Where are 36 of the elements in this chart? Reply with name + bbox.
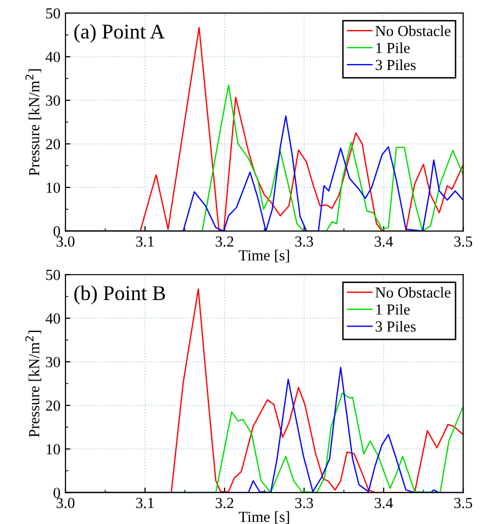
x-tick-label: 3.5 [454,236,472,247]
legend-label: No Obstacle [375,286,450,298]
x-tick-label: 3.0 [56,236,74,247]
y-tick-label: 40 [46,52,60,62]
legend-label: No Obstacle [375,25,450,36]
x-tick-label: 3.1 [136,498,154,508]
y-tick-label: 10 [46,182,60,193]
x-axis-title: Time [s] [238,250,290,262]
legend-label: 1 Pile [376,42,410,54]
y-tick-label: 50 [46,8,60,19]
x-tick-label: 3.5 [454,498,472,508]
y-tick-label: 40 [46,313,60,324]
x-axis-title: Time [s] [238,511,290,524]
x-tick-label: 3.3 [295,498,314,508]
x-tick-label: 3.2 [216,236,234,247]
x-tick-label: 3.4 [374,498,393,508]
x-tick-label: 3.2 [216,498,234,508]
y-axis-title: Pressure [kN/m$^{2}$] [25,330,42,438]
y-tick-label: 30 [46,95,60,106]
y-tick-label: 10 [46,444,60,454]
x-tick-label: 3.4 [374,236,393,247]
x-tick-label: 3.1 [136,236,154,247]
chart-title: (a) Point A [74,24,165,43]
y-axis-title: Pressure [kN/m$^{2}$] [25,69,42,176]
y-tick-label: 0 [54,488,60,498]
x-tick-label: 3.3 [295,236,314,247]
chart-title: (b) Point B [74,286,166,304]
y-tick-label: 20 [46,139,60,150]
x-tick-label: 3.0 [56,498,74,508]
legend-label: 1 Pile [376,304,410,315]
legend-label: 3 Piles [376,320,416,332]
legend-label: 3 Piles [376,59,416,70]
y-tick-label: 30 [46,356,60,368]
y-tick-label: 50 [46,270,60,280]
y-tick-label: 0 [54,226,60,236]
y-tick-label: 20 [46,400,60,411]
